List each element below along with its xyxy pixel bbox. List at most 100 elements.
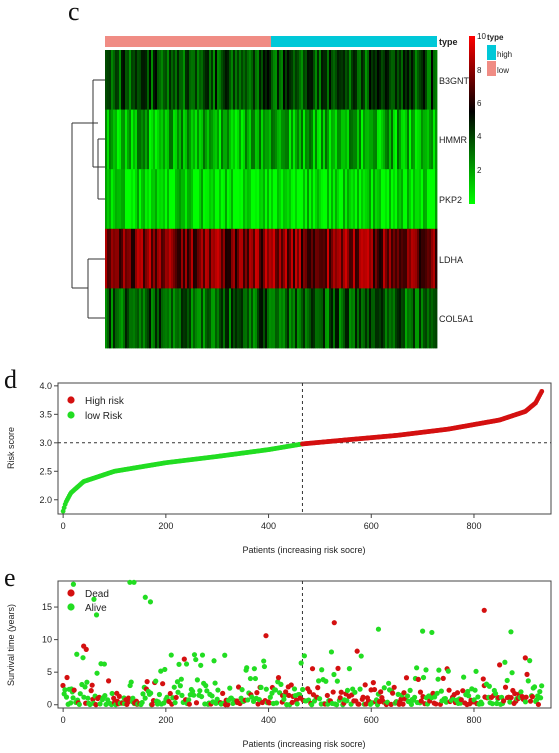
heatmap-cell xyxy=(409,288,412,349)
heatmap-cell xyxy=(423,169,426,230)
heatmap-cell xyxy=(177,228,180,289)
heatmap-cell xyxy=(177,288,180,349)
heatmap-cell xyxy=(173,228,176,289)
heatmap-cell xyxy=(147,109,150,170)
heatmap-cell xyxy=(219,288,222,349)
heatmap-cell xyxy=(219,169,222,230)
heatmap-cell xyxy=(253,169,256,230)
heatmap-cell xyxy=(249,50,252,110)
annotation-segment-low xyxy=(105,36,271,47)
heatmap-cell xyxy=(323,50,326,110)
survival-point-alive xyxy=(131,579,137,585)
heatmap-cell xyxy=(223,288,226,349)
heatmap-cell xyxy=(427,228,430,289)
heatmap-cell xyxy=(355,228,358,289)
heatmap-cell xyxy=(433,228,436,289)
heatmap-cell xyxy=(351,109,354,170)
heatmap-cell xyxy=(359,169,362,230)
heatmap-cell xyxy=(237,169,240,230)
survival-point-alive xyxy=(102,693,108,699)
heatmap-cell xyxy=(153,228,156,289)
survival-ytick-label: 0 xyxy=(47,700,52,710)
heatmap-cell xyxy=(273,228,276,289)
heatmap-cell xyxy=(399,109,402,170)
survival-point-dead xyxy=(111,695,117,701)
heatmap-cell xyxy=(403,50,406,110)
heatmap-cell xyxy=(405,50,408,110)
heatmap-cell xyxy=(289,50,292,110)
survival-point-dead xyxy=(356,701,362,707)
heatmap-cell xyxy=(307,288,310,349)
heatmap-cell xyxy=(429,228,432,289)
heatmap-cell xyxy=(383,50,386,110)
heatmap-cell xyxy=(163,169,166,230)
heatmap-cell xyxy=(151,228,154,289)
survival-point-alive xyxy=(527,658,533,664)
heatmap-cell xyxy=(431,50,434,110)
heatmap-cell xyxy=(263,50,266,110)
heatmap-cell xyxy=(427,50,430,110)
heatmap-cell xyxy=(401,50,404,110)
survival-point-dead xyxy=(354,648,360,654)
survival-point-alive xyxy=(346,666,352,672)
survival-point-dead xyxy=(283,689,289,695)
heatmap-cell xyxy=(265,228,268,289)
heatmap-cell xyxy=(319,109,322,170)
heatmap-cell xyxy=(119,288,122,349)
survival-point-alive xyxy=(445,668,451,674)
survival-point-alive xyxy=(156,691,163,698)
heatmap-cell xyxy=(431,109,434,170)
heatmap-cell xyxy=(359,288,362,349)
survival-point-alive xyxy=(249,694,255,700)
heatmap-cell xyxy=(109,109,112,170)
heatmap-cell xyxy=(421,228,424,289)
heatmap-cell xyxy=(423,109,426,170)
heatmap-cell xyxy=(301,228,304,289)
heatmap-cell xyxy=(221,228,224,289)
heatmap-cell xyxy=(175,288,178,349)
heatmap-cell xyxy=(181,288,184,349)
risk-ytick-label: 2.5 xyxy=(39,466,52,476)
heatmap-cell xyxy=(159,109,162,170)
risk-xtick-label: 0 xyxy=(61,521,66,531)
survival-point-alive xyxy=(127,579,133,585)
heatmap-cell xyxy=(239,228,242,289)
heatmap-cell xyxy=(415,228,418,289)
heatmap-cell xyxy=(393,228,396,289)
risk-plot-points xyxy=(60,388,545,514)
heatmap-cell xyxy=(433,288,436,349)
heatmap-cell xyxy=(323,169,326,230)
survival-point-alive xyxy=(494,700,500,707)
survival-point-alive xyxy=(381,685,387,691)
survival-point-alive xyxy=(334,702,340,708)
heatmap-cell xyxy=(159,228,162,289)
heatmap-cell xyxy=(119,109,122,170)
heatmap-cell xyxy=(353,169,356,230)
heatmap-cell xyxy=(317,288,320,349)
heatmap-cell xyxy=(131,169,134,230)
heatmap-cell xyxy=(197,50,200,110)
heatmap-cell xyxy=(419,169,422,230)
heatmap-cell xyxy=(125,169,128,230)
heatmap-cell xyxy=(127,288,130,349)
survival-point-alive xyxy=(222,652,228,658)
heatmap-cell xyxy=(281,50,284,110)
survival-point-alive xyxy=(158,668,164,674)
heatmap-cell xyxy=(245,169,248,230)
heatmap-cell xyxy=(117,228,120,289)
heatmap-cell xyxy=(163,109,166,170)
heatmap-cell xyxy=(213,288,216,349)
survival-point-alive xyxy=(85,695,91,701)
heatmap-cell xyxy=(167,109,170,170)
risk-xtick-label: 400 xyxy=(261,521,276,531)
heatmap-cell xyxy=(223,228,226,289)
heatmap-cell xyxy=(283,50,286,110)
heatmap-cell xyxy=(201,288,204,349)
heatmap-cell xyxy=(343,288,346,349)
heatmap-cell xyxy=(305,50,308,110)
heatmap-cell xyxy=(309,288,312,349)
heatmap-cell xyxy=(307,169,310,230)
heatmap-cell xyxy=(105,50,108,110)
heatmap-cell xyxy=(137,50,140,110)
